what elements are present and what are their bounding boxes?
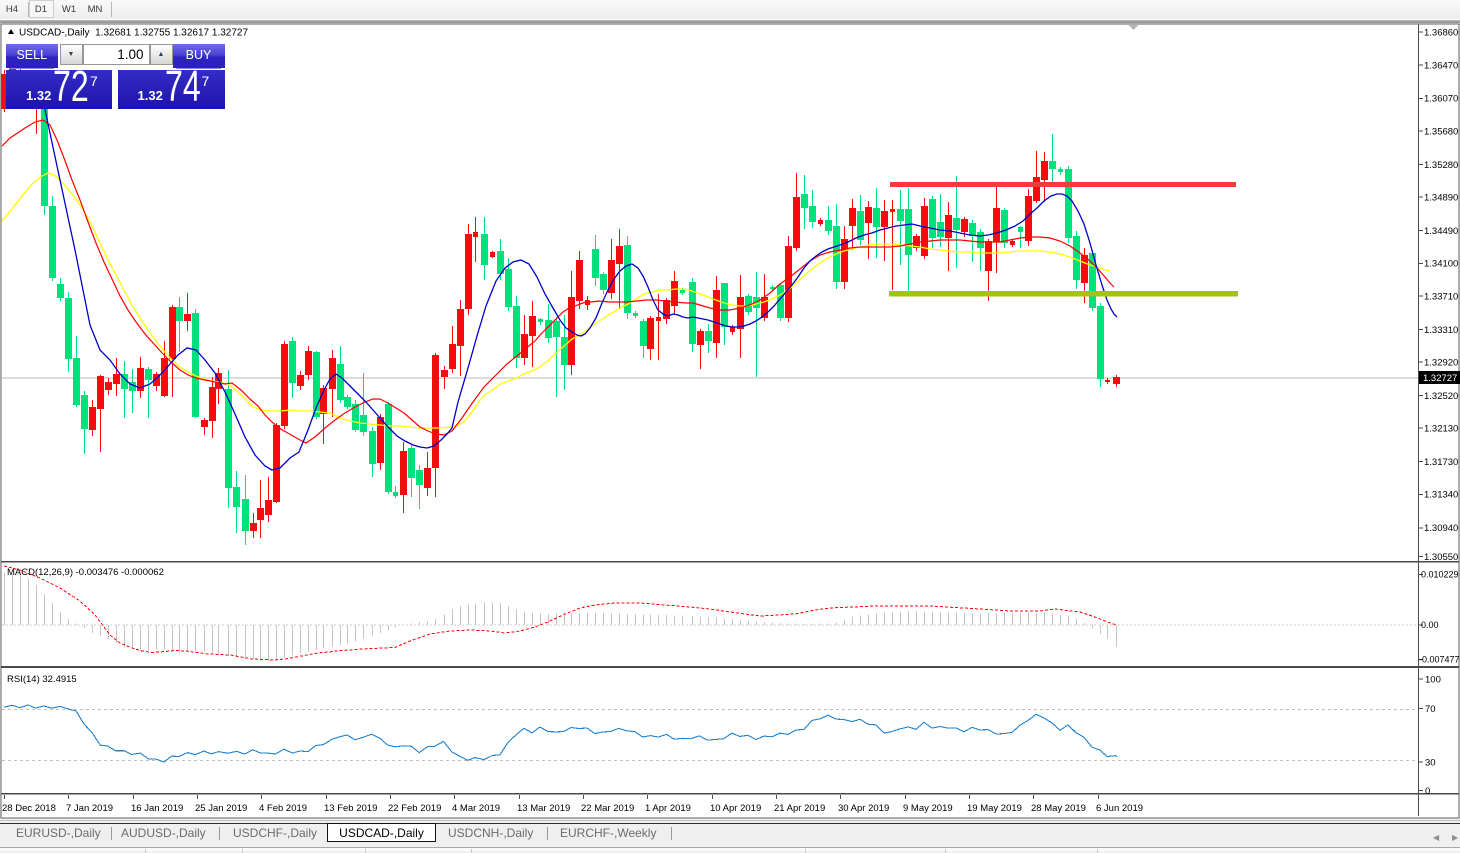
- svg-text:1.34490: 1.34490: [1424, 226, 1458, 237]
- svg-text:MACD(12,26,9) -0.003476 -0.000: MACD(12,26,9) -0.003476 -0.000062: [7, 567, 164, 578]
- svg-text:1.32727: 1.32727: [1423, 373, 1457, 384]
- svg-text:25 Jan 2019: 25 Jan 2019: [195, 803, 247, 814]
- svg-text:13 Mar 2019: 13 Mar 2019: [517, 803, 570, 814]
- svg-text:1.34890: 1.34890: [1424, 193, 1458, 204]
- svg-text:1.33710: 1.33710: [1424, 291, 1458, 302]
- svg-text:10 Apr 2019: 10 Apr 2019: [710, 803, 761, 814]
- svg-text:19 May 2019: 19 May 2019: [967, 803, 1022, 814]
- svg-text:1.35680: 1.35680: [1424, 126, 1458, 137]
- svg-text:1.30940: 1.30940: [1424, 523, 1458, 534]
- svg-text:1 Apr 2019: 1 Apr 2019: [645, 803, 691, 814]
- svg-text:1.34100: 1.34100: [1424, 259, 1458, 270]
- svg-text:22 Feb 2019: 22 Feb 2019: [388, 803, 441, 814]
- svg-text:70: 70: [1425, 704, 1436, 715]
- svg-text:1.36070: 1.36070: [1424, 94, 1458, 105]
- svg-text:30 Apr 2019: 30 Apr 2019: [838, 803, 889, 814]
- svg-text:7 Jan 2019: 7 Jan 2019: [66, 803, 113, 814]
- svg-text:1.36470: 1.36470: [1424, 60, 1458, 71]
- svg-text:28 Dec 2018: 28 Dec 2018: [2, 803, 56, 814]
- svg-text:0.00: 0.00: [1421, 620, 1439, 630]
- svg-text:22 Mar 2019: 22 Mar 2019: [581, 803, 634, 814]
- svg-text:1.32520: 1.32520: [1424, 391, 1458, 402]
- svg-text:9 May 2019: 9 May 2019: [903, 803, 953, 814]
- svg-text:6 Jun 2019: 6 Jun 2019: [1096, 803, 1143, 814]
- svg-text:-0.007477: -0.007477: [1419, 655, 1460, 665]
- svg-text:100: 100: [1425, 674, 1441, 685]
- svg-text:4 Mar 2019: 4 Mar 2019: [452, 803, 500, 814]
- svg-text:21 Apr 2019: 21 Apr 2019: [774, 803, 825, 814]
- svg-text:1.31340: 1.31340: [1424, 490, 1458, 501]
- svg-text:28 May 2019: 28 May 2019: [1031, 803, 1086, 814]
- svg-text:1.31730: 1.31730: [1424, 457, 1458, 468]
- svg-text:1.32920: 1.32920: [1424, 358, 1458, 369]
- svg-text:13 Feb 2019: 13 Feb 2019: [324, 803, 377, 814]
- svg-text:1.30550: 1.30550: [1424, 552, 1458, 563]
- svg-text:4 Feb 2019: 4 Feb 2019: [259, 803, 307, 814]
- svg-text:1.32130: 1.32130: [1424, 424, 1458, 435]
- svg-text:USDCAD-,Daily 1.32681 1.32755: USDCAD-,Daily 1.32681 1.32755 1.32617 1.…: [19, 28, 248, 39]
- svg-text:0.010229: 0.010229: [1421, 570, 1459, 580]
- svg-text:1.35280: 1.35280: [1424, 160, 1458, 171]
- svg-text:16 Jan 2019: 16 Jan 2019: [131, 803, 183, 814]
- svg-text:1.33310: 1.33310: [1424, 325, 1458, 336]
- svg-text:1.36860: 1.36860: [1424, 28, 1458, 39]
- svg-text:0: 0: [1425, 786, 1430, 797]
- svg-text:30: 30: [1425, 757, 1436, 768]
- svg-text:RSI(14) 32.4915: RSI(14) 32.4915: [7, 674, 77, 685]
